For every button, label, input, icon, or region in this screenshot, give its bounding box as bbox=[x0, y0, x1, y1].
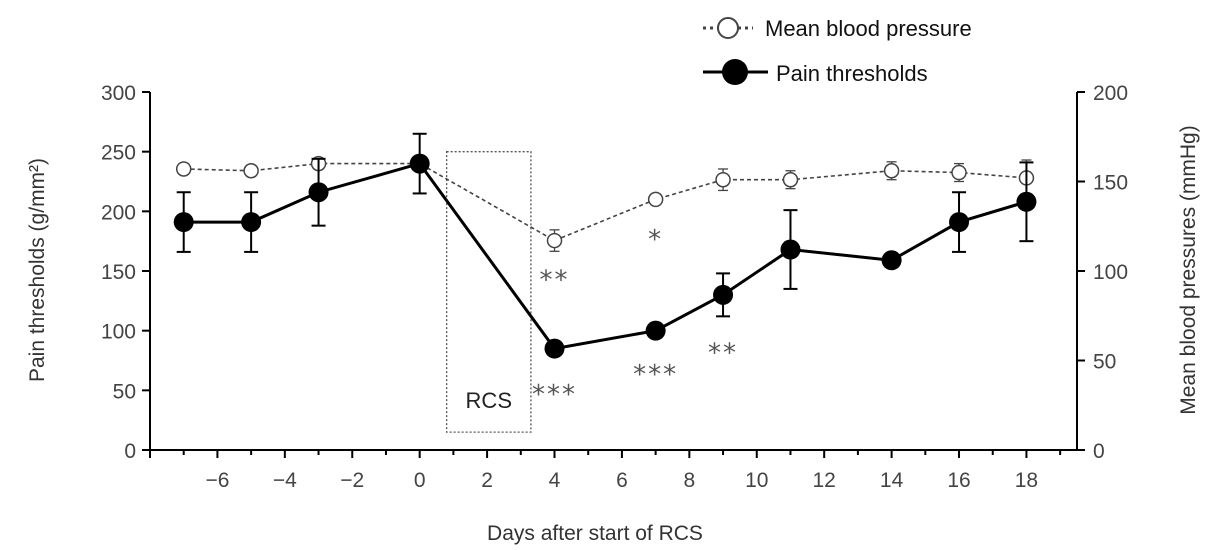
data-point-pain-thresholds bbox=[173, 212, 194, 233]
data-point-mean-blood-pressure bbox=[647, 191, 664, 208]
data-point-pain-thresholds bbox=[780, 239, 801, 260]
legend-marker-pain-thresholds bbox=[722, 59, 748, 85]
series-layer bbox=[173, 132, 1037, 359]
y-axis-title-right: Mean blood pressures (mmHg) bbox=[1177, 125, 1200, 414]
data-point-pain-thresholds bbox=[308, 182, 329, 203]
legend: Mean blood pressure Pain thresholds bbox=[703, 16, 972, 86]
x-tick-label: −2 bbox=[340, 469, 364, 492]
legend-item-pain-thresholds: Pain thresholds bbox=[703, 59, 928, 86]
data-point-pain-thresholds bbox=[409, 153, 430, 174]
data-point-pain-thresholds bbox=[241, 212, 262, 233]
data-point-mean-blood-pressure bbox=[175, 161, 192, 177]
y-tick-label-right: 0 bbox=[1093, 440, 1105, 463]
y-tick-label-left: 0 bbox=[124, 440, 136, 463]
series-line-mean-blood-pressure bbox=[183, 162, 1027, 242]
x-tick-label: 6 bbox=[616, 469, 628, 492]
significance-annotation: *** bbox=[633, 360, 678, 390]
rcs-rect bbox=[445, 151, 532, 433]
data-point-mean-blood-pressure bbox=[243, 163, 259, 179]
data-point-mean-blood-pressure bbox=[546, 232, 563, 249]
data-point-mean-blood-pressure bbox=[715, 171, 731, 188]
y-tick-label-left: 150 bbox=[101, 261, 136, 284]
x-axis-title: Days after start of RCS bbox=[487, 522, 703, 545]
legend-marker-mean-blood-pressure bbox=[717, 17, 739, 39]
y-tick-label-right: 150 bbox=[1093, 172, 1128, 195]
legend-label-mean-blood-pressure: Mean blood pressure bbox=[765, 16, 972, 41]
y-tick-label-right: 200 bbox=[1093, 82, 1128, 105]
significance-annotation: ** bbox=[540, 266, 570, 296]
data-point-mean-blood-pressure bbox=[883, 163, 900, 179]
significance-annotation: ** bbox=[708, 338, 738, 368]
x-tick-label: 10 bbox=[745, 469, 768, 492]
annotations: *********** bbox=[532, 225, 738, 410]
data-point-mean-blood-pressure bbox=[782, 171, 799, 188]
y-tick-label-right: 50 bbox=[1093, 351, 1116, 374]
data-point-pain-thresholds bbox=[713, 284, 734, 305]
y-tick-label-left: 300 bbox=[101, 82, 136, 105]
data-point-pain-thresholds bbox=[645, 320, 666, 341]
x-tick-label: 18 bbox=[1015, 469, 1038, 492]
x-tick-label: 2 bbox=[481, 469, 493, 492]
rcs-box: RCS bbox=[445, 151, 532, 433]
y-axis-title-left: Pain thresholds (g/mm²) bbox=[26, 158, 49, 382]
data-point-mean-blood-pressure bbox=[951, 164, 967, 181]
x-tick-label: 12 bbox=[813, 469, 836, 492]
x-tick-label: 4 bbox=[549, 469, 561, 492]
significance-annotation: * bbox=[648, 225, 663, 255]
rcs-label: RCS bbox=[466, 388, 512, 413]
y-tick-label-left: 100 bbox=[101, 321, 136, 344]
data-point-pain-thresholds bbox=[544, 338, 565, 359]
x-tick-label: −4 bbox=[273, 469, 297, 492]
x-tick-label: 0 bbox=[414, 469, 426, 492]
legend-label-pain-thresholds: Pain thresholds bbox=[776, 61, 928, 86]
series-pain-thresholds bbox=[173, 132, 1037, 359]
x-tick-label: 14 bbox=[880, 469, 904, 492]
x-tick-label: 16 bbox=[947, 469, 970, 492]
significance-annotation: *** bbox=[532, 380, 577, 410]
x-tick-label: 8 bbox=[684, 469, 696, 492]
data-point-pain-thresholds bbox=[949, 212, 970, 233]
x-tick-label: −6 bbox=[205, 469, 229, 492]
series-mean-blood-pressure bbox=[175, 155, 1035, 252]
y-tick-label-right: 100 bbox=[1093, 261, 1128, 284]
data-point-pain-thresholds bbox=[881, 250, 902, 271]
y-tick-label-left: 200 bbox=[101, 201, 136, 224]
y-tick-label-left: 250 bbox=[101, 142, 136, 165]
axes: 0 50 100 150 200 250 300 0 50 100 150 200 −6 −4 −2 0 2 4 6… bbox=[101, 82, 1128, 492]
y-tick-label-left: 50 bbox=[113, 380, 136, 403]
data-point-pain-thresholds bbox=[1016, 191, 1037, 212]
legend-item-mean-blood-pressure: Mean blood pressure bbox=[703, 16, 972, 41]
